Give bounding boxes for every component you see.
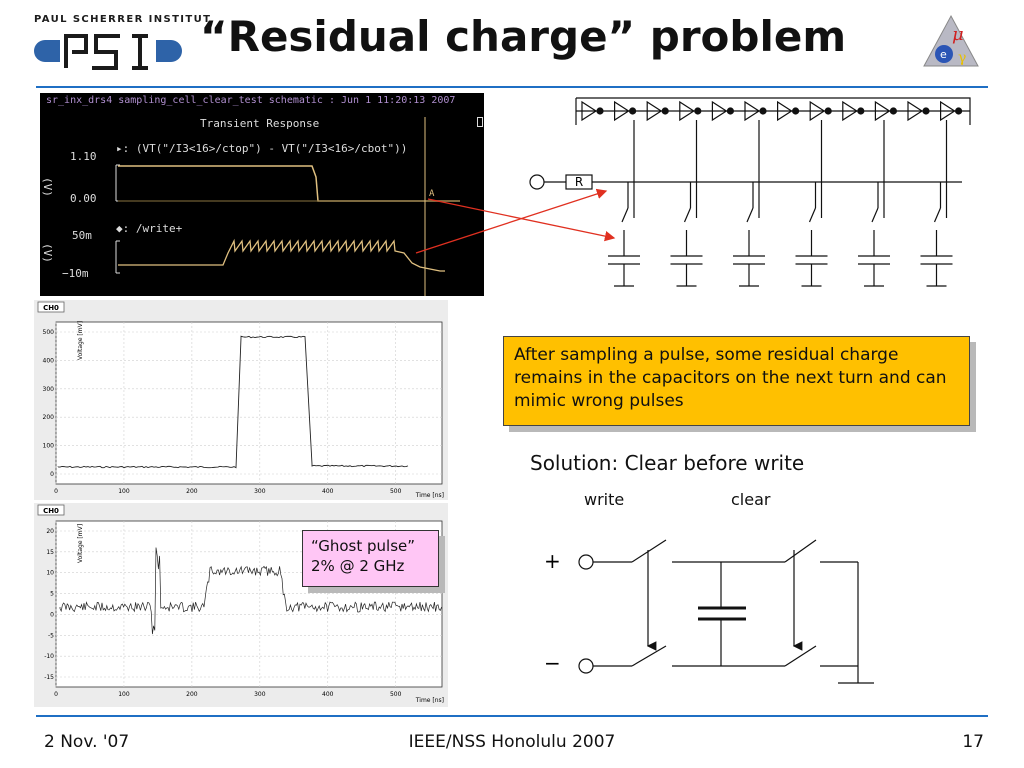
ghost-trace [59,547,442,635]
x-tick-label: 400 [322,488,334,495]
plot1-tag: CH0 [43,304,59,312]
institute-name: PAUL SCHERRER INSTITUT [34,14,212,25]
ghost-line-1: “Ghost pulse” [311,537,416,555]
plot1-xlabel: Time [ns] [415,492,444,499]
x-tick-label: 200 [186,488,198,495]
y-tick-label: 100 [43,443,55,450]
ghost-pulse-callout: “Ghost pulse” 2% @ 2 GHz [302,530,439,587]
x-tick-label: 500 [390,691,402,698]
y-tick-label: 15 [46,549,54,556]
svg-text:e: e [940,48,947,61]
psi-logo-mark [34,31,182,71]
trace2-expression: ◆: /write+ [116,222,183,235]
resistor-label: R [575,175,583,189]
top-rule [36,86,988,88]
write-trace [118,238,445,272]
y-tick-label: 500 [43,329,55,336]
y-tick-label: -5 [48,632,54,639]
trace1-ytop: 1.10 [70,150,97,163]
y-tick-label: 0 [50,471,54,478]
y-tick-label: 5 [50,591,54,598]
footer-conference: IEEE/NSS Honolulu 2007 [408,732,616,752]
x-tick-label: 300 [254,488,266,495]
sim-subtitle: Transient Response [200,117,320,130]
psi-logo: PAUL SCHERRER INSTITUT [34,14,210,74]
plot2-ylabel: Voltage [mV] [77,524,84,563]
plot2-xlabel: Time [ns] [415,697,444,704]
svg-text:γ: γ [958,50,966,66]
write-label: write [584,490,625,509]
ghost-line-2: 2% @ 2 GHz [311,557,405,575]
x-tick-label: 0 [54,691,58,698]
input-node [529,174,545,190]
trace1-ybot: 0.00 [70,192,97,205]
clear-label: clear [731,490,771,509]
ghost-pulse-plot: CH0 0 100 200 300 400 500 20 15 10 5 0 -5 -10 -15 Vol… [34,503,448,707]
y-tick-label: 20 [46,528,54,535]
y-tick-label: 200 [43,414,55,421]
residual-charge-callout: After sampling a pulse, some residual ch… [503,336,970,426]
y-tick-label: 10 [46,570,54,577]
trace2-ytop: 50m [72,229,92,242]
y-tick-label: -10 [44,653,54,660]
trace2-ybot: −10m [62,267,89,280]
sim-traces [115,117,460,296]
plot2-tag: CH0 [43,507,59,515]
x-tick-label: 400 [322,691,334,698]
y-tick-label: 0 [50,611,54,618]
footer-date: 2 Nov. '07 [44,732,130,752]
x-tick-label: 500 [390,488,402,495]
solution-text: Solution: Clear before write [530,451,805,475]
transient-response-window: sr_inx_drs4 sampling_cell_clear_test sch… [40,93,484,296]
minus-sign: − [544,651,561,675]
y-tick-label: 400 [43,357,55,364]
y-tick-label: 300 [43,386,55,393]
pulse-trace [57,335,409,469]
clear-before-write-schematic: + − [544,539,874,684]
slide-title: “Residual charge” problem [200,12,847,61]
trace1-expression: ▸: (VT("/I3<16>/ctop") - VT("/I3<16>/cbo… [116,142,408,155]
plus-sign: + [544,549,561,573]
sim-scroll-marker[interactable] [477,117,483,127]
x-tick-label: 100 [118,488,130,495]
slide-number: 17 [962,732,984,752]
sim-window-title: sr_inx_drs4 sampling_cell_clear_test sch… [46,95,456,106]
bottom-rule [36,715,988,717]
x-tick-label: 300 [254,691,266,698]
sampling-ring-schematic: R [529,97,971,287]
x-tick-label: 100 [118,691,130,698]
pulse-plot: CH0 0 100 200 300 400 500 500 400 300 200 100 0 Vol… [34,300,448,500]
plot1-ylabel: Voltage [mV] [77,321,84,360]
meg-logo: μ γ e [923,14,979,67]
x-tick-label: 0 [54,488,58,495]
x-tick-label: 200 [186,691,198,698]
y-tick-label: -15 [44,674,54,681]
svg-text:μ: μ [952,24,964,45]
